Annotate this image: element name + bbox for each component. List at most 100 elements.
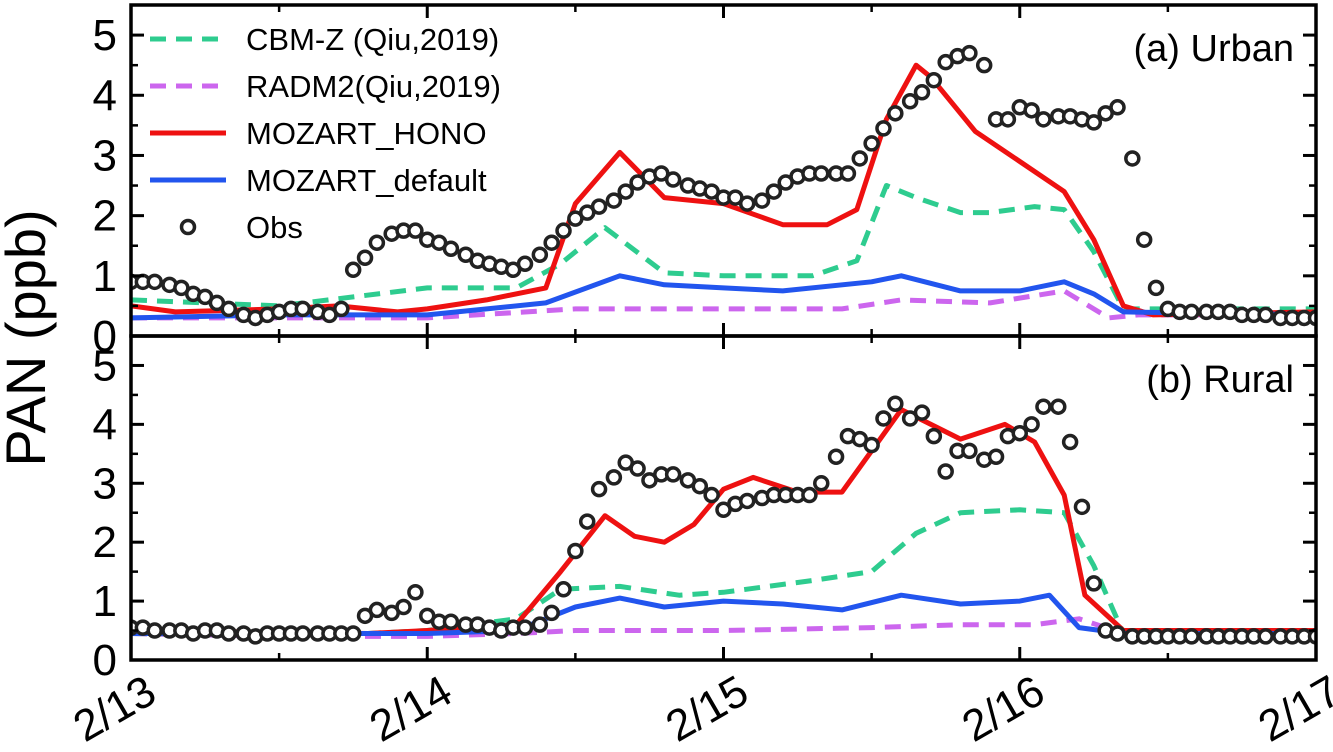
obs-point <box>617 183 634 200</box>
panel-data <box>131 395 1316 645</box>
obs-point <box>875 410 892 427</box>
obs-point <box>368 234 386 251</box>
legend-item: MOZART_default <box>150 163 487 198</box>
panel-data <box>131 44 1316 327</box>
obs-point <box>1257 628 1274 645</box>
obs-point <box>531 246 549 264</box>
obs-point <box>516 619 534 636</box>
obs-point <box>801 486 818 504</box>
obs-point <box>765 183 783 200</box>
legend-item: CBM-Z (Qiu,2019) <box>150 22 499 57</box>
obs-point <box>937 463 954 480</box>
panel-frame <box>129 334 1318 662</box>
obs-point <box>543 604 560 622</box>
obs-point <box>146 622 163 639</box>
obs-point <box>555 222 572 239</box>
y-tick-label: 1 <box>93 252 117 301</box>
y-tick-label: 1 <box>93 577 117 626</box>
obs-point <box>344 261 362 279</box>
obs-point <box>1085 575 1103 592</box>
legend-item: Obs <box>179 210 303 245</box>
obs-point <box>1183 628 1200 645</box>
obs-point <box>1147 279 1165 297</box>
y-axis-label: PAN (ppb) <box>0 209 57 466</box>
obs-point <box>1011 424 1028 442</box>
y-tick-label: 5 <box>93 341 117 390</box>
series-line-mozart-hono <box>131 407 1316 636</box>
obs-point <box>368 601 386 619</box>
obs-point <box>664 466 682 483</box>
y-tick-label: 0 <box>93 636 117 685</box>
obs-point <box>1073 498 1091 516</box>
legend-item: MOZART_HONO <box>150 116 487 151</box>
obs-point <box>567 542 584 560</box>
obs-point <box>691 477 709 495</box>
x-tick-label: 2/17 <box>1250 666 1333 751</box>
obs-point <box>407 584 424 601</box>
obs-point <box>356 249 374 267</box>
obs-point <box>813 475 830 492</box>
y-tick-label: 5 <box>93 11 117 60</box>
series-line-mozart-default <box>131 273 1316 321</box>
obs-point <box>605 192 623 209</box>
obs-point <box>738 492 756 510</box>
obs-point <box>578 513 596 530</box>
obs-point <box>1035 398 1052 415</box>
series-line-radm2-qiu-2019- <box>131 288 1316 321</box>
panel-urban: 0 1 2 3 4 5 (a) Urban <box>93 3 1318 361</box>
series-line-mozart-hono <box>131 62 1316 318</box>
obs-point <box>442 613 460 630</box>
legend-label: MOZART_default <box>246 163 487 198</box>
obs-point <box>987 448 1005 466</box>
obs-point <box>146 273 163 291</box>
legend-label: Obs <box>246 210 303 245</box>
obs-point <box>1109 99 1126 116</box>
obs-point <box>925 71 943 89</box>
series-line-cbm-z-qiu-2019- <box>131 507 1316 639</box>
obs-point <box>887 395 904 412</box>
legend-label: RADM2(Qiu,2019) <box>246 69 501 104</box>
obs-point <box>901 93 919 110</box>
legend: CBM-Z (Qiu,2019) RADM2(Qiu,2019) MOZART_HO… <box>150 22 501 245</box>
obs-point <box>543 234 560 251</box>
panel-rural: 0 1 2 3 4 5 (b) Rural <box>93 334 1318 685</box>
obs-point <box>605 469 623 486</box>
x-tick-label: 2/16 <box>954 666 1053 751</box>
obs-point <box>664 171 682 188</box>
panel-label: (a) Urban <box>1134 28 1295 70</box>
obs-point <box>999 111 1017 128</box>
obs-point <box>1257 306 1274 324</box>
obs-point <box>863 135 880 152</box>
obs-point <box>629 460 646 477</box>
y-tick-label: 0 <box>93 312 117 361</box>
obs-point <box>344 625 362 642</box>
y-tick-label: 3 <box>93 459 117 508</box>
legend-label: MOZART_HONO <box>246 116 487 151</box>
obs-point <box>1183 303 1200 321</box>
obs-point <box>555 581 572 598</box>
obs-point <box>294 300 312 318</box>
x-tick-label: 2/15 <box>658 666 757 751</box>
y-tick-label: 2 <box>93 518 117 567</box>
obs-point <box>851 150 869 167</box>
obs-point <box>913 404 931 421</box>
series-line-radm2-qiu-2019- <box>131 616 1316 639</box>
y-tick-label: 3 <box>93 131 117 180</box>
obs-point <box>753 192 771 209</box>
y-tick-label: 2 <box>93 192 117 241</box>
obs-point <box>961 442 978 460</box>
obs-point <box>813 165 830 182</box>
legend-swatch <box>179 218 197 236</box>
obs-point <box>590 198 608 215</box>
obs-point <box>1124 150 1141 167</box>
obs-point <box>913 84 931 101</box>
obs-point <box>590 480 608 498</box>
obs-point <box>1135 231 1153 248</box>
panel-label: (b) Rural <box>1146 359 1294 401</box>
obs-point <box>220 300 238 318</box>
x-tick-label: 2/14 <box>362 666 461 751</box>
obs-point <box>1023 416 1040 433</box>
obs-point <box>333 300 350 318</box>
